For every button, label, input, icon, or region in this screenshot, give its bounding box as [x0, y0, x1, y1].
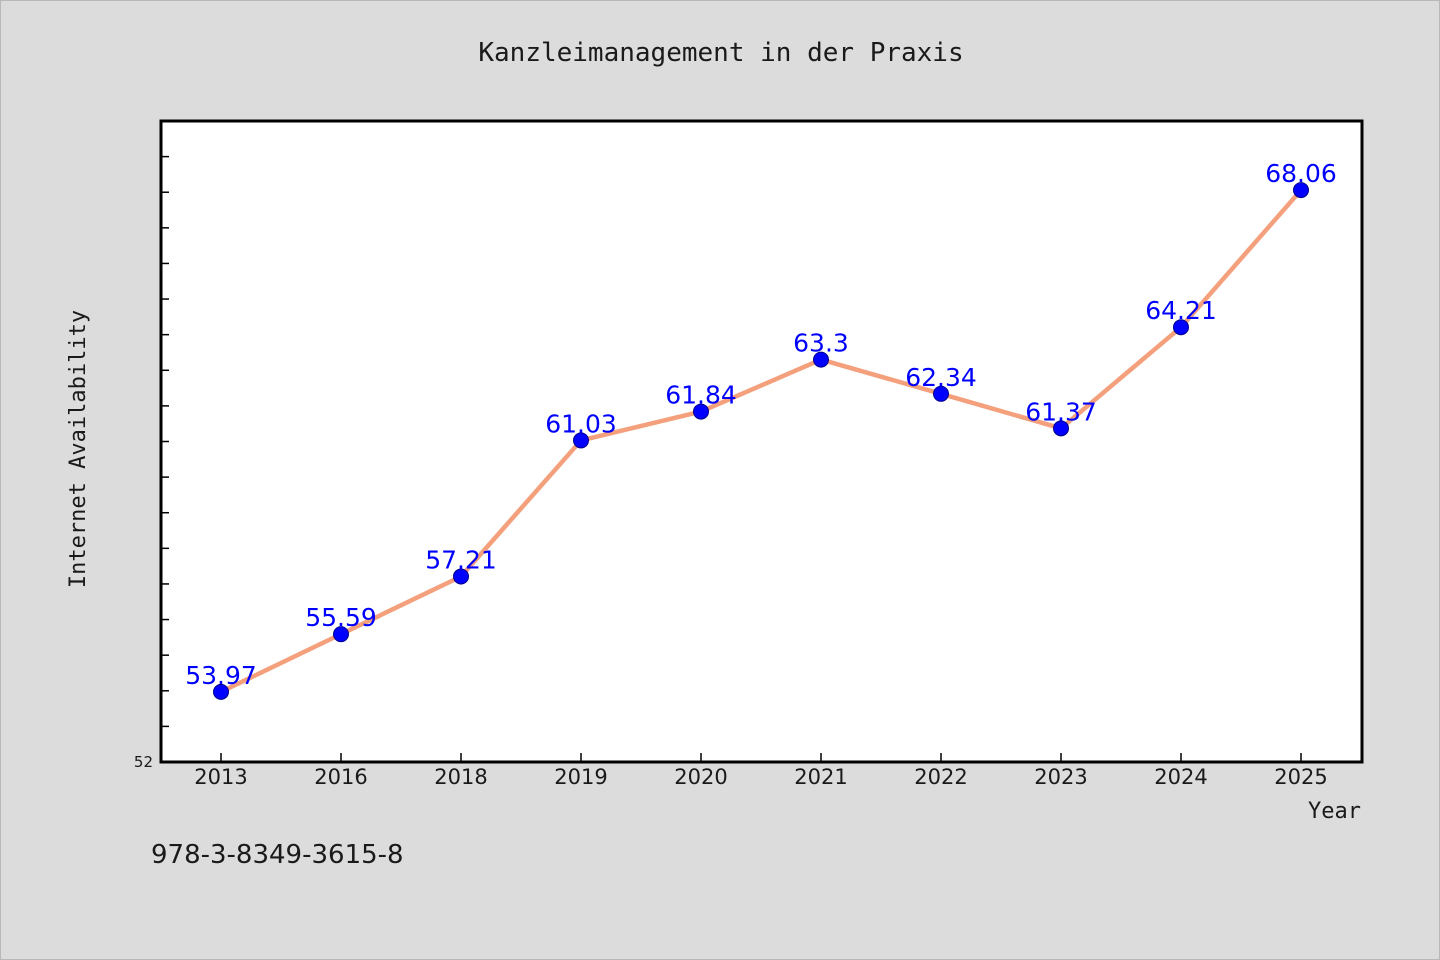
data-point	[213, 683, 229, 700]
data-label: 55.59	[305, 603, 377, 632]
x-tick-label: 2020	[674, 765, 727, 789]
x-tick-labels: 2013 2016 2018 2019 2020 2021 2022 2023 2024 2025	[194, 765, 1327, 789]
x-tick-label: 2019	[554, 765, 607, 789]
x-tick-label: 2022	[914, 765, 967, 789]
data-point	[573, 432, 589, 449]
x-axis-ticks	[220, 753, 1302, 762]
data-label: 61.84	[665, 381, 737, 410]
data-point	[1173, 319, 1189, 336]
y-axis-label: Internet Availability	[66, 310, 91, 588]
data-point	[933, 385, 949, 402]
x-tick-label: 2024	[1154, 765, 1207, 789]
x-axis-label: Year	[1308, 799, 1361, 824]
x-tick-label: 2016	[314, 765, 367, 789]
x-tick-label: 2023	[1034, 765, 1087, 789]
data-point	[1053, 420, 1069, 437]
data-point	[813, 351, 829, 368]
isbn-text: 978-3-8349-3615-8	[151, 840, 404, 870]
chart-title: Kanzleimanagement in der Praxis	[478, 38, 963, 68]
x-tick-label: 2018	[434, 765, 487, 789]
series-line	[218, 187, 1304, 695]
data-point	[693, 403, 709, 420]
y-axis-ticks	[161, 120, 169, 763]
data-label: 57.21	[425, 545, 497, 574]
data-point	[1293, 182, 1309, 199]
data-label: 64.21	[1145, 296, 1217, 325]
data-label: 61.37	[1025, 397, 1097, 426]
x-tick-label: 2013	[194, 765, 247, 789]
data-label: 53.97	[185, 661, 257, 690]
x-tick-label: 2021	[794, 765, 847, 789]
data-point	[333, 626, 349, 643]
data-label: 62.34	[905, 363, 977, 392]
data-point	[453, 568, 469, 585]
y-tick-label-min: 52	[134, 753, 153, 771]
plot-area	[159, 119, 1364, 764]
data-label: 61.03	[545, 409, 617, 438]
series-markers	[213, 182, 1309, 700]
data-label: 63.3	[793, 329, 849, 358]
data-label: 68.06	[1265, 159, 1337, 188]
data-labels: 53.97 55.59 57.21 61.03 61.84 63.3 62.34 61.37 6…	[185, 159, 1337, 690]
x-tick-label: 2025	[1274, 765, 1327, 789]
